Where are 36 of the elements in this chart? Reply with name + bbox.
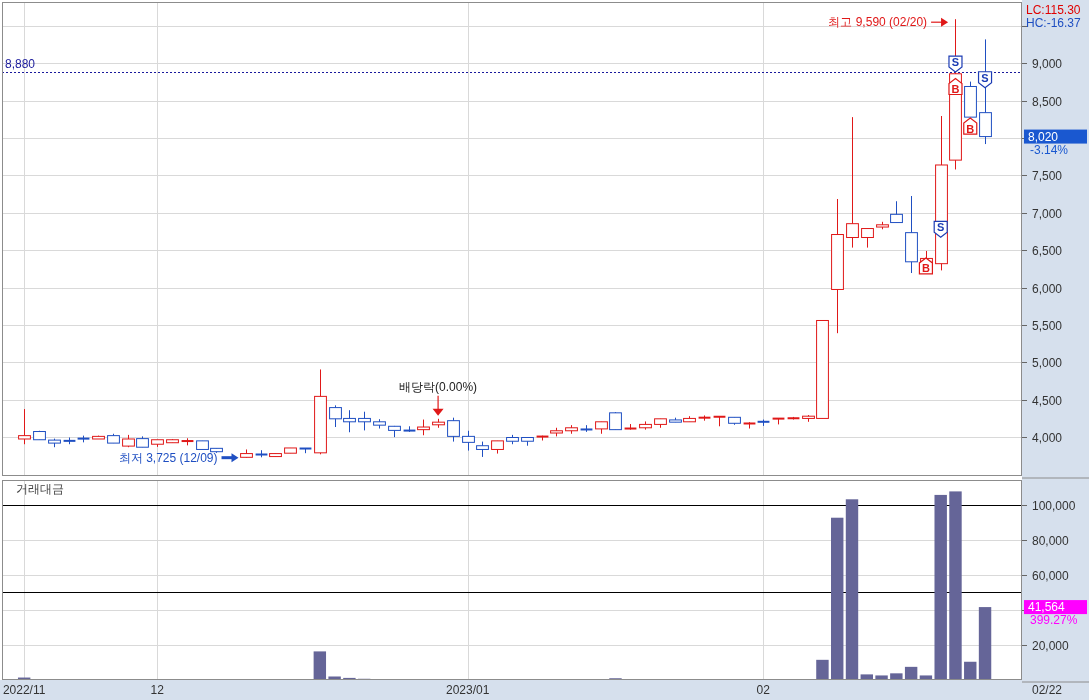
text: 399.27% (1030, 613, 1078, 628)
text: 41,564 (1028, 600, 1066, 615)
text: S (951, 56, 960, 69)
series-label: S (937, 221, 945, 234)
text: HC:-16.37 (1026, 15, 1082, 30)
series-label: B (921, 262, 930, 275)
y-tick-label: 80,000 (1032, 533, 1070, 548)
y-tick-label: 20,000 (1032, 638, 1070, 653)
text: 02/22 (1032, 683, 1063, 697)
x-tick-label: 02 (756, 683, 771, 697)
y-tick-label: 5,500 (1032, 318, 1063, 333)
text: 8,020 (1028, 129, 1059, 144)
y-tick-label: 5,000 (1032, 355, 1063, 370)
y-tick-label: 6,000 (1032, 281, 1063, 296)
annotation: 배당락(0.00%) (399, 379, 478, 394)
y-tick-label: 100,000 (1032, 498, 1076, 513)
x-tick-label: 12 (150, 683, 165, 697)
y-tick-label: 7,500 (1032, 168, 1063, 183)
text: S (981, 71, 989, 84)
text: LC:115.30 (1026, 3, 1081, 17)
x-tick-label: 2023/01 (445, 683, 490, 697)
y-tick-label: 4,000 (1032, 430, 1063, 445)
text: -3.14% (1030, 142, 1069, 157)
text: B (951, 82, 960, 95)
y-tick-label: 4,500 (1032, 393, 1063, 408)
ref-line-label: 8,880 (5, 56, 36, 71)
x-tick-label: 2022/11 (2, 683, 46, 697)
annotation: 최저 3,725 (12/09) (118, 450, 218, 465)
annotation: 최고 9,590 (02/20) (828, 15, 928, 30)
y-tick-label: 6,500 (1032, 243, 1063, 258)
y-tick-label: 8,500 (1032, 94, 1063, 109)
y-tick-label: 60,000 (1032, 568, 1070, 583)
text: B (966, 122, 975, 135)
y-tick-label: 9,000 (1032, 56, 1063, 71)
y-tick-label: 7,000 (1032, 206, 1063, 221)
chart-title: 거래대금 (16, 482, 64, 496)
